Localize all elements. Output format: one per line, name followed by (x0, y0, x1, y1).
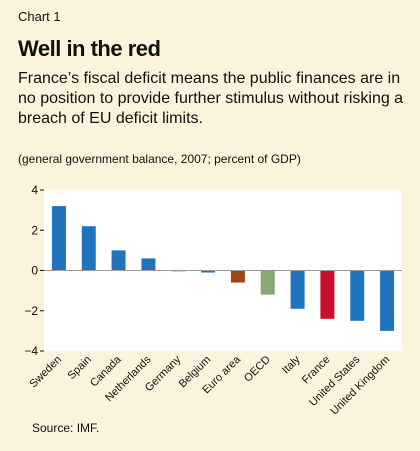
x-tick-label: Italy (280, 353, 303, 376)
bar-france (320, 270, 335, 319)
x-tick-label: Sweden (27, 354, 64, 391)
chart-number: Chart 1 (18, 9, 61, 24)
bar-netherlands (141, 258, 156, 271)
y-tick-label: 0 (31, 264, 38, 278)
x-tick-label: Spain (65, 354, 93, 382)
y-tick-label: 2 (31, 223, 38, 237)
chart-units: (general government balance, 2007; perce… (18, 152, 301, 166)
bar-sweden (51, 206, 66, 271)
bar-belgium (201, 270, 216, 273)
y-tick-label: −2 (24, 304, 38, 318)
y-tick-label: 4 (31, 183, 38, 197)
bar-united-kingdom (380, 270, 395, 331)
source-note: Source: IMF. (32, 421, 100, 435)
bar-italy (290, 270, 305, 309)
bar-united-states (350, 270, 365, 321)
bar-oecd (260, 270, 275, 295)
x-tick-label: OECD (242, 354, 273, 385)
chart-title: Well in the red (18, 36, 161, 61)
bar-euro-area (230, 270, 245, 283)
y-tick-label: −4 (24, 344, 38, 358)
bar-spain (81, 226, 96, 271)
y-axis: −4 −2 0 2 4 (24, 183, 44, 358)
chart-subtitle: France’s fiscal deficit means the public… (18, 70, 404, 127)
x-axis: Sweden SpainCanadaNetherlandsGermanyBelgi… (27, 353, 392, 417)
bar-canada (111, 250, 126, 271)
bar-series (51, 206, 395, 331)
